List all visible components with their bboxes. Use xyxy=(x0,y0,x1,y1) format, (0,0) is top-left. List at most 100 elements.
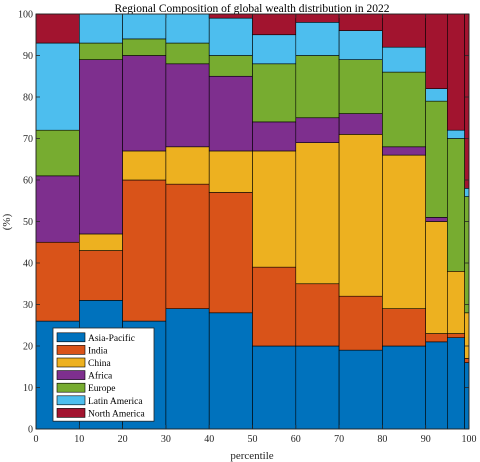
bar-segment-china-6 xyxy=(252,150,297,268)
bar-segment-asia-pacific-4 xyxy=(165,308,210,430)
bar-segment-europe-7 xyxy=(295,55,340,119)
x-tick-label: 70 xyxy=(334,434,344,445)
x-tick-label: 90 xyxy=(421,434,431,445)
bar-segment-europe-5 xyxy=(208,55,253,77)
x-tick-label: 30 xyxy=(161,434,171,445)
legend-swatch-africa xyxy=(56,370,86,380)
bar-segment-africa-2 xyxy=(79,59,123,235)
y-tick-label: 80 xyxy=(23,93,33,104)
bar-segment-latin-america-6 xyxy=(252,34,297,65)
bar-segment-europe-2 xyxy=(79,42,123,60)
bar-segment-africa-9 xyxy=(382,146,426,156)
legend: Asia-Pacific India China Africa Europe Latin … xyxy=(52,327,155,422)
x-tick-label: 40 xyxy=(204,434,214,445)
bar-segment-china-3 xyxy=(122,150,167,181)
y-tick-label: 0 xyxy=(28,425,33,436)
bar-segment-europe-8 xyxy=(338,59,383,114)
bar-segment-india-5 xyxy=(208,192,253,314)
bar-segment-asia-pacific-9 xyxy=(382,345,426,430)
legend-swatch-north-america xyxy=(56,408,86,418)
bar-segment-china-9 xyxy=(382,154,426,309)
bar-segment-africa-4 xyxy=(165,63,210,148)
bar-segment-asia-pacific-11 xyxy=(447,337,465,430)
legend-swatch-india xyxy=(56,345,86,355)
bar-segment-latin-america-1 xyxy=(35,42,80,131)
x-tick-label: 20 xyxy=(118,434,128,445)
legend-label-africa: Africa xyxy=(88,371,113,382)
x-tick-label: 50 xyxy=(248,434,258,445)
bar-segment-europe-11 xyxy=(447,138,465,272)
bar-segment-africa-6 xyxy=(252,121,297,152)
legend-label-china: China xyxy=(88,359,111,369)
y-tick-label: 40 xyxy=(23,259,33,270)
y-axis-title: (%) xyxy=(1,213,13,230)
bar-segment-india-2 xyxy=(79,250,123,301)
bar-segment-india-10 xyxy=(425,333,448,343)
y-tick-label: 60 xyxy=(23,176,33,187)
legend-label-europe: Europe xyxy=(88,384,115,394)
bar-segment-india-8 xyxy=(338,295,383,351)
bar-segment-europe-12 xyxy=(464,196,470,314)
x-tick-label: 0 xyxy=(34,434,39,445)
bar-segment-china-11 xyxy=(447,270,465,334)
y-tick-label: 20 xyxy=(23,342,33,353)
x-tick-label: 60 xyxy=(291,434,301,445)
legend-swatch-latin-america xyxy=(56,395,86,406)
bar-segment-africa-5 xyxy=(208,75,253,152)
bar-segment-north-america-10 xyxy=(425,13,448,89)
bar-segment-north-america-9 xyxy=(382,13,426,48)
bar-segment-latin-america-9 xyxy=(382,46,426,73)
bar-segment-asia-pacific-10 xyxy=(425,341,448,430)
y-tick-label: 30 xyxy=(23,300,33,311)
bar-segment-latin-america-2 xyxy=(79,13,123,44)
bar-segment-latin-america-11 xyxy=(447,129,465,139)
x-axis-title: percentile xyxy=(230,450,273,462)
bar-segment-latin-america-3 xyxy=(122,13,167,40)
bar-segment-europe-6 xyxy=(252,63,297,123)
legend-label-asia-pacific: Asia-Pacific xyxy=(88,333,135,344)
bar-segment-china-4 xyxy=(165,146,210,185)
bar-segment-india-7 xyxy=(295,283,340,347)
legend-swatch-china xyxy=(56,357,86,368)
legend-label-india: India xyxy=(88,346,108,356)
bar-segment-europe-1 xyxy=(35,129,80,177)
bar-segment-china-12 xyxy=(464,312,470,359)
bar-segment-latin-america-12 xyxy=(464,188,470,197)
bar-segment-latin-america-8 xyxy=(338,30,383,60)
legend-label-north-america: North America xyxy=(88,409,146,419)
bar-segment-north-america-7 xyxy=(295,13,340,23)
bar-segment-latin-america-10 xyxy=(425,88,448,102)
bar-segment-asia-pacific-12 xyxy=(464,362,470,430)
bar-segment-africa-3 xyxy=(122,55,167,152)
bar-segment-china-8 xyxy=(338,134,383,297)
bar-segment-india-6 xyxy=(252,266,297,347)
y-tick-label: 70 xyxy=(23,134,33,145)
bar-segment-india-4 xyxy=(165,183,210,309)
bar-segment-india-3 xyxy=(122,179,167,322)
y-tick-label: 90 xyxy=(23,51,33,62)
bar-segment-north-america-5 xyxy=(208,13,253,19)
bar-segment-africa-7 xyxy=(295,117,340,143)
bar-segment-africa-1 xyxy=(35,175,80,243)
bar-segment-latin-america-5 xyxy=(208,17,253,56)
x-tick-label: 100 xyxy=(462,434,477,445)
bar-segment-china-5 xyxy=(208,150,253,193)
bar-segment-india-12 xyxy=(464,358,470,363)
ticks-layer: 0 10 20 30 40 50 60 70 80 90 100 0 10 20 30 40 50 60 70 80 9… xyxy=(18,10,477,446)
bar-segment-europe-10 xyxy=(425,100,448,218)
bar-segment-europe-3 xyxy=(122,38,167,56)
x-tick-label: 80 xyxy=(377,434,387,445)
bar-segment-china-10 xyxy=(425,221,448,334)
bar-segment-north-america-12 xyxy=(464,13,470,189)
bar-segment-north-america-1 xyxy=(35,13,80,44)
legend-label-latin-america: Latin America xyxy=(88,397,143,407)
legend-swatch-europe xyxy=(56,382,86,393)
bar-segment-india-11 xyxy=(447,333,465,338)
chart-title: Regional Composition of global wealth di… xyxy=(114,3,389,15)
legend-swatch-asia-pacific xyxy=(56,332,86,343)
x-tick-label: 10 xyxy=(74,434,84,445)
bar-segment-china-7 xyxy=(295,142,340,285)
bar-segment-north-america-8 xyxy=(338,13,383,31)
